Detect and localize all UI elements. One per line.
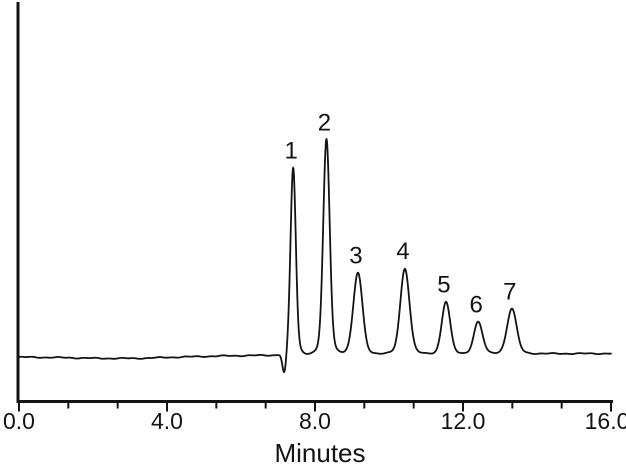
chromatogram-trace [18,138,612,374]
x-axis-tick-label: 16.0 [585,408,626,434]
peak-label: 7 [503,279,516,306]
axes-layer: 0.0 4.0 8.0 12.0 16.0 [3,2,626,434]
peak-label: 5 [437,271,450,298]
trace-layer [18,138,612,374]
peak-label: 4 [396,238,409,265]
peak-label: 3 [349,243,362,270]
peak-label: 2 [318,109,331,136]
x-axis-tick-label: 12.0 [441,408,486,434]
x-axis-tick-label: 4.0 [151,408,183,434]
peak-label: 1 [284,137,297,164]
peak-label: 6 [469,292,482,319]
x-axis-title: Minutes [274,438,365,466]
x-axis-tick-label: 8.0 [299,408,331,434]
x-axis-tick-label: 0.0 [3,408,35,434]
peak-labels-layer: 12 3 4 56 7 [284,109,516,318]
